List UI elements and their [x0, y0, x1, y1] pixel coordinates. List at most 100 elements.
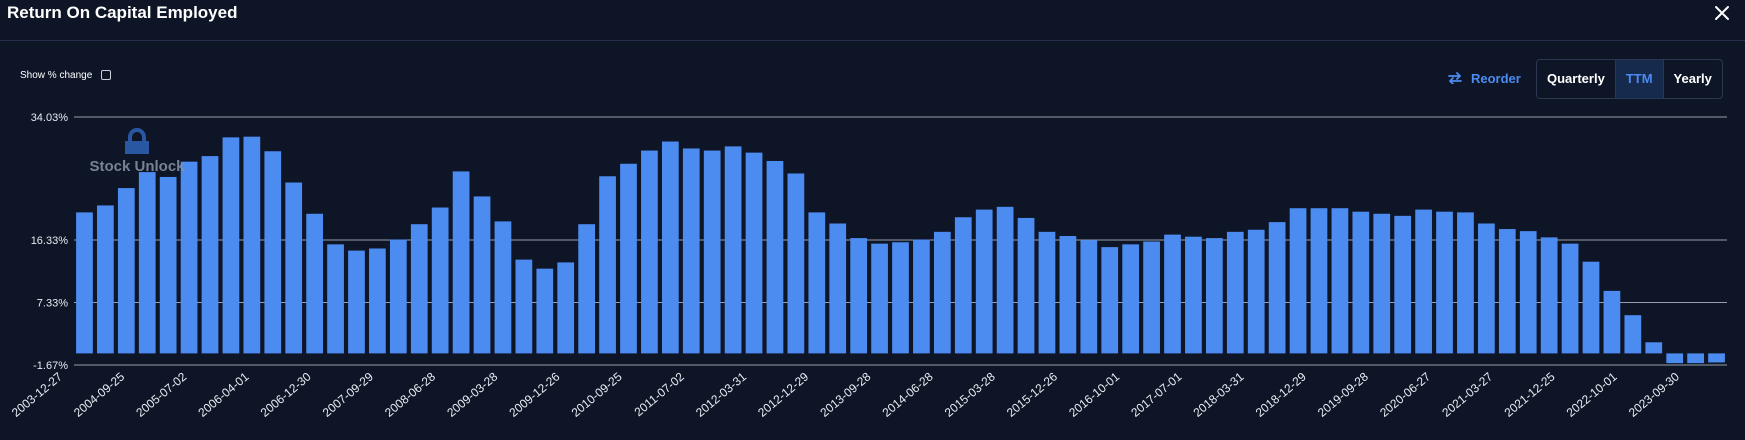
bar[interactable]: [1561, 243, 1579, 354]
bar[interactable]: [327, 244, 344, 354]
bar[interactable]: [1205, 238, 1223, 354]
x-tick-label: 2021-03-27: [1439, 369, 1495, 419]
bar[interactable]: [871, 243, 888, 354]
bar[interactable]: [1519, 231, 1537, 354]
bar[interactable]: [1059, 235, 1077, 354]
bar[interactable]: [515, 259, 533, 354]
bar[interactable]: [285, 182, 303, 354]
bar[interactable]: [1415, 209, 1432, 354]
bar[interactable]: [829, 223, 847, 354]
bar[interactable]: [1708, 353, 1725, 363]
bar[interactable]: [1017, 217, 1035, 354]
bar[interactable]: [745, 152, 763, 354]
show-change-toggle[interactable]: Show % change: [20, 67, 112, 83]
bar[interactable]: [954, 217, 972, 354]
period-yearly-button[interactable]: Yearly: [1673, 71, 1712, 86]
bar[interactable]: [410, 224, 428, 354]
bar[interactable]: [76, 212, 93, 354]
close-icon[interactable]: [1713, 4, 1731, 22]
bar[interactable]: [494, 221, 512, 354]
bar[interactable]: [578, 224, 596, 354]
bar[interactable]: [620, 163, 637, 354]
bar[interactable]: [1226, 231, 1244, 354]
bar[interactable]: [159, 176, 177, 354]
bar[interactable]: [1540, 237, 1558, 354]
bar[interactable]: [1185, 236, 1202, 354]
bar[interactable]: [1394, 215, 1412, 354]
x-tick-label: 2021-12-25: [1502, 369, 1558, 419]
bar[interactable]: [389, 239, 407, 354]
bar[interactable]: [452, 171, 470, 354]
y-tick-label: 34.03%: [31, 112, 69, 124]
x-tick-label: 2011-07-02: [632, 369, 688, 419]
bar[interactable]: [1498, 229, 1516, 354]
bar[interactable]: [306, 213, 323, 354]
bar[interactable]: [599, 176, 616, 354]
bar[interactable]: [1268, 222, 1286, 354]
bar[interactable]: [1624, 315, 1642, 354]
period-quarterly-button[interactable]: Quarterly: [1537, 60, 1616, 98]
stock-unlock-watermark: Stock Unlock: [89, 128, 185, 175]
x-tick-label: 2016-10-01: [1066, 369, 1122, 419]
bar[interactable]: [933, 231, 951, 354]
bar[interactable]: [682, 148, 700, 354]
bar[interactable]: [1247, 229, 1265, 354]
bar[interactable]: [431, 207, 449, 354]
show-change-checkbox[interactable]: [101, 70, 112, 80]
bar[interactable]: [1687, 353, 1704, 364]
bar[interactable]: [913, 239, 930, 354]
x-tick-label: 2017-07-01: [1128, 369, 1184, 419]
bar[interactable]: [348, 250, 365, 354]
bar[interactable]: [1101, 247, 1119, 354]
bar[interactable]: [473, 196, 491, 354]
x-tick-label: 2022-10-01: [1564, 369, 1620, 419]
bar[interactable]: [850, 238, 868, 354]
bar[interactable]: [1310, 208, 1328, 354]
bar[interactable]: [201, 156, 219, 354]
bar[interactable]: [222, 137, 240, 354]
bar[interactable]: [996, 206, 1014, 354]
bar[interactable]: [180, 161, 198, 354]
x-tick-label: 2007-09-29: [320, 369, 376, 419]
bar[interactable]: [117, 188, 135, 354]
bar[interactable]: [369, 248, 386, 354]
bar[interactable]: [975, 209, 993, 354]
bar[interactable]: [264, 151, 282, 354]
bar[interactable]: [1289, 208, 1307, 354]
y-tick-label: -1.67%: [33, 360, 68, 372]
bar[interactable]: [557, 262, 575, 354]
bar[interactable]: [138, 172, 156, 354]
bar[interactable]: [1666, 353, 1684, 364]
bar[interactable]: [1143, 241, 1160, 354]
bar[interactable]: [641, 150, 658, 354]
bar[interactable]: [661, 141, 679, 354]
bar[interactable]: [1457, 212, 1474, 354]
x-tick-label: 2020-06-27: [1377, 369, 1433, 419]
bar[interactable]: [1373, 213, 1391, 354]
x-tick-label: 2023-09-30: [1626, 369, 1682, 419]
x-tick-label: 2015-12-26: [1004, 369, 1060, 419]
bar[interactable]: [724, 146, 742, 354]
bar[interactable]: [892, 242, 909, 354]
bar[interactable]: [97, 205, 114, 354]
bar[interactable]: [766, 160, 784, 354]
bar[interactable]: [536, 268, 554, 354]
bar[interactable]: [1352, 211, 1370, 354]
reorder-button[interactable]: Reorder: [1447, 69, 1521, 87]
bar[interactable]: [1331, 208, 1349, 354]
bar[interactable]: [1038, 231, 1056, 354]
bar[interactable]: [1645, 342, 1663, 354]
bar[interactable]: [1478, 223, 1495, 354]
bar[interactable]: [703, 150, 721, 354]
period-ttm-button[interactable]: TTM: [1615, 60, 1664, 98]
bar[interactable]: [1436, 211, 1453, 354]
bar[interactable]: [787, 173, 805, 354]
bar[interactable]: [1164, 234, 1181, 354]
bar[interactable]: [1603, 290, 1621, 354]
bar[interactable]: [1080, 240, 1098, 354]
bar[interactable]: [1122, 244, 1140, 354]
bar[interactable]: [1582, 261, 1600, 354]
bar[interactable]: [808, 212, 826, 354]
bar[interactable]: [243, 136, 261, 354]
period-selector: Quarterly TTM Yearly: [1536, 59, 1723, 99]
